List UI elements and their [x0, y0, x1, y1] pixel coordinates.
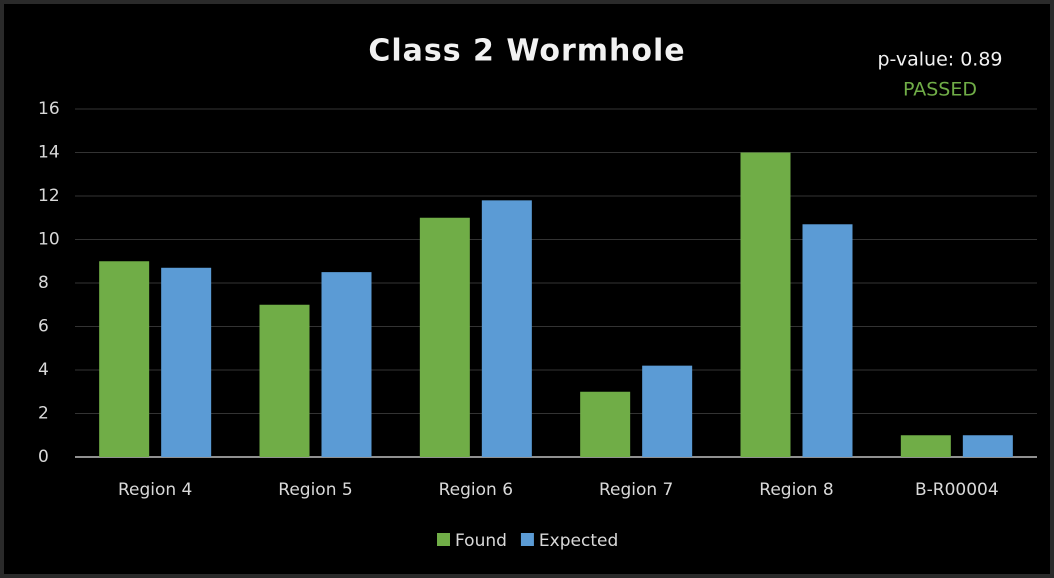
- bar: [740, 152, 791, 457]
- x-tick-label: B-R00004: [915, 480, 999, 500]
- x-tick-label: Region 5: [278, 480, 352, 500]
- y-tick-label: 12: [38, 186, 60, 206]
- bar: [580, 391, 631, 457]
- x-tick-label: Region 6: [439, 480, 513, 500]
- p-value: p-value: 0.89: [877, 49, 1002, 71]
- status: PASSED: [903, 79, 977, 101]
- legend-swatch: [520, 533, 534, 546]
- y-tick-label: 0: [38, 447, 49, 467]
- x-tick-label: Region 8: [759, 480, 833, 500]
- x-tick-label: Region 4: [118, 480, 192, 500]
- y-tick-label: 6: [38, 317, 49, 337]
- bar: [900, 435, 951, 457]
- legend-label: Expected: [539, 531, 618, 551]
- y-tick-label: 16: [38, 99, 60, 119]
- legend-label: Found: [455, 531, 507, 551]
- chart-title: Class 2 Wormhole: [368, 34, 685, 69]
- bar: [962, 435, 1013, 457]
- bar: [321, 272, 372, 457]
- y-tick-label: 8: [38, 273, 49, 293]
- y-tick-label: 2: [38, 404, 49, 424]
- bar: [99, 261, 150, 457]
- y-tick-label: 10: [38, 230, 60, 250]
- bar: [481, 200, 532, 457]
- bar: [161, 267, 212, 457]
- bar: [419, 217, 470, 457]
- bar: [642, 365, 693, 457]
- y-tick-label: 14: [38, 143, 60, 163]
- bar: [259, 304, 310, 457]
- y-tick-label: 4: [38, 360, 49, 380]
- legend-swatch: [437, 533, 450, 546]
- x-tick-label: Region 7: [599, 480, 673, 500]
- bar: [802, 224, 853, 457]
